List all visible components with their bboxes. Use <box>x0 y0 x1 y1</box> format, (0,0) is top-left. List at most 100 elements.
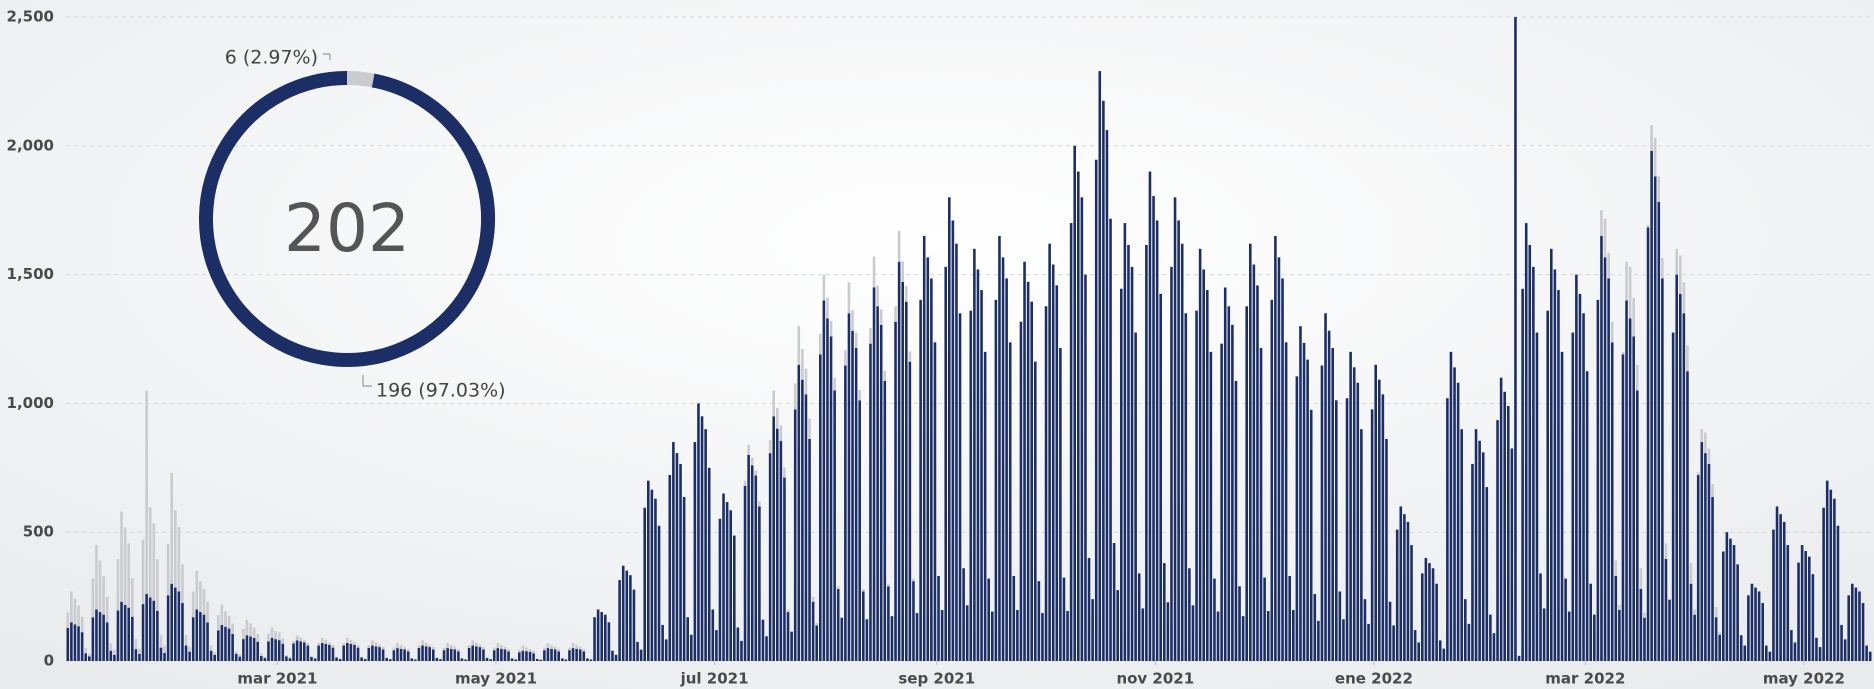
bar <box>1643 617 1646 661</box>
bar <box>611 650 614 661</box>
bar <box>1130 266 1134 661</box>
bar <box>1621 354 1625 661</box>
bar <box>768 453 772 661</box>
bar <box>647 480 650 661</box>
bar <box>1087 557 1091 661</box>
bar <box>704 429 707 661</box>
bar <box>1499 377 1503 661</box>
y-tick-label: 2,000 <box>7 136 54 154</box>
bar <box>754 475 758 661</box>
bar <box>697 403 700 661</box>
bar <box>1661 257 1664 279</box>
leader-line <box>362 375 372 387</box>
bar <box>575 648 578 661</box>
bar <box>338 658 342 661</box>
bar <box>1750 583 1754 661</box>
bar <box>1392 625 1395 661</box>
bar <box>252 637 256 661</box>
bar <box>1804 551 1807 661</box>
bar <box>1252 264 1256 661</box>
bar <box>1650 150 1653 661</box>
bar <box>528 649 532 652</box>
bar <box>779 440 783 661</box>
bar <box>1732 545 1736 661</box>
bar <box>1073 145 1076 662</box>
bar <box>475 646 478 661</box>
bar <box>134 649 138 661</box>
bar <box>1567 611 1571 661</box>
bar <box>489 659 492 661</box>
bar <box>1686 371 1689 661</box>
bar <box>392 650 396 661</box>
bar <box>1188 568 1191 661</box>
bar <box>811 596 815 602</box>
bar <box>1320 365 1324 661</box>
bar <box>184 635 188 646</box>
bar <box>1553 269 1557 661</box>
bar <box>1868 651 1872 661</box>
bar <box>1342 619 1345 661</box>
bar <box>1800 545 1804 661</box>
bar <box>1836 525 1840 661</box>
bar <box>381 649 385 661</box>
bar <box>1714 606 1718 618</box>
bar <box>518 652 521 661</box>
bar <box>1704 453 1707 661</box>
bar <box>1725 532 1729 661</box>
bar <box>1051 264 1055 661</box>
bar <box>994 299 998 661</box>
bar <box>324 643 328 661</box>
bar <box>1030 301 1033 661</box>
bar <box>267 641 270 661</box>
bar <box>1571 332 1575 661</box>
bar <box>1607 278 1610 661</box>
x-tick-label: mar 2022 <box>1545 670 1625 688</box>
bar <box>847 313 851 661</box>
bar <box>711 609 715 661</box>
bar <box>1585 371 1589 661</box>
x-tick-label: ene 2022 <box>1335 670 1413 688</box>
bar <box>1546 310 1549 661</box>
bar <box>1016 609 1019 661</box>
bar <box>242 639 245 661</box>
bar <box>876 285 879 307</box>
bar <box>367 645 371 648</box>
bar <box>1467 623 1471 661</box>
bar <box>396 642 399 649</box>
bar <box>919 299 922 661</box>
bar <box>858 390 861 401</box>
bar <box>374 646 378 661</box>
bar <box>288 658 292 661</box>
bar <box>1019 321 1023 661</box>
bar <box>722 493 725 661</box>
bar <box>1718 632 1721 635</box>
bar <box>1424 557 1428 661</box>
bar <box>485 657 489 661</box>
bar <box>1861 603 1865 661</box>
bar <box>449 648 453 661</box>
bar <box>561 658 564 661</box>
bar <box>113 654 116 661</box>
bar <box>88 656 91 661</box>
bar <box>1722 551 1725 661</box>
bar <box>260 655 263 661</box>
bar <box>324 640 328 644</box>
bar <box>95 609 98 661</box>
bar <box>367 647 371 661</box>
bar <box>1206 290 1209 661</box>
bar <box>1854 587 1858 661</box>
bar <box>1779 514 1782 661</box>
bar <box>797 326 801 365</box>
bar <box>1449 351 1453 661</box>
bar <box>1037 581 1041 661</box>
bar <box>1417 642 1420 661</box>
bar <box>328 644 331 661</box>
bar <box>1259 348 1263 661</box>
bar <box>1650 125 1653 151</box>
bar <box>306 645 310 661</box>
bar <box>1080 197 1084 661</box>
bar <box>879 324 883 661</box>
bar <box>152 600 156 661</box>
bar <box>1682 282 1686 314</box>
bar <box>1370 409 1374 661</box>
